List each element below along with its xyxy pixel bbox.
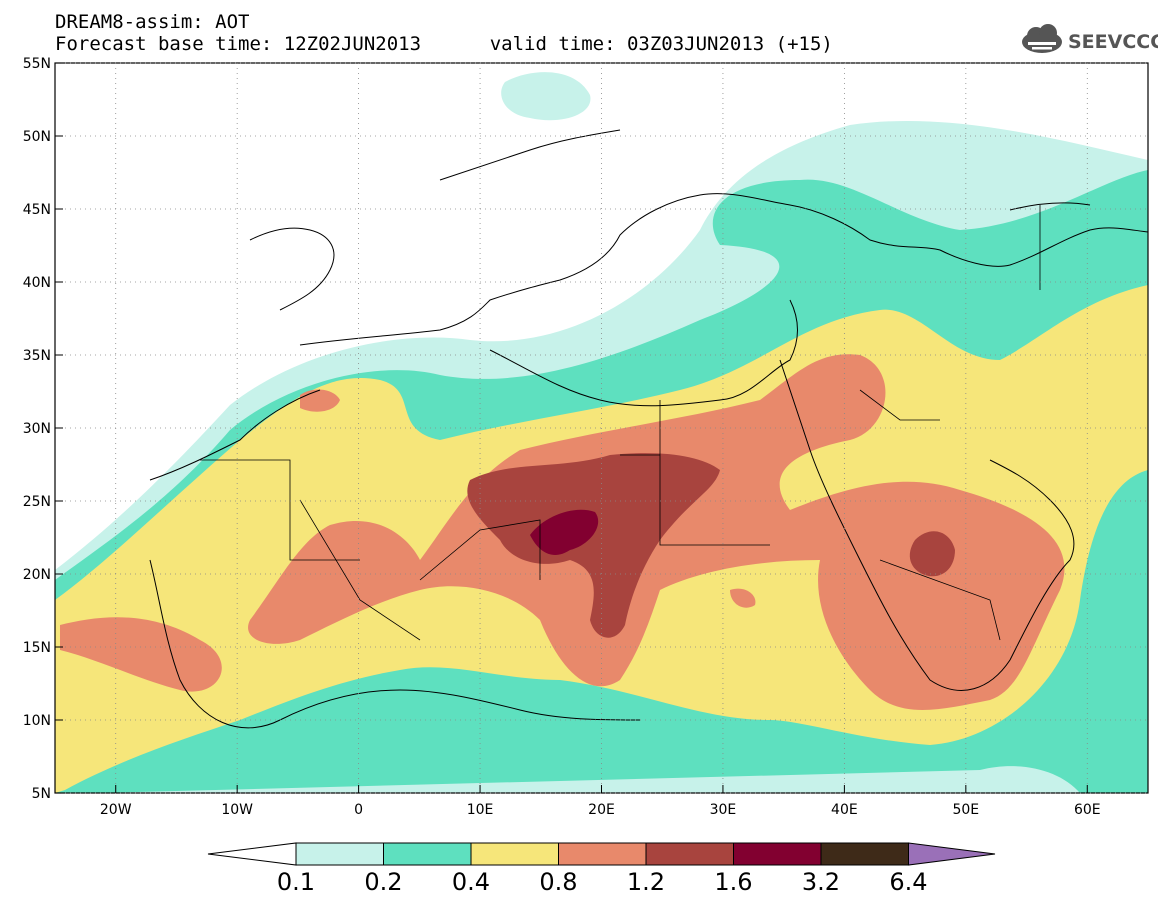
forecast-times: Forecast base time: 12Z02JUN2013 valid t… [55,33,833,55]
lon-tick-label: 10W [221,802,253,818]
lon-tick-label: 10E [467,802,494,818]
colorbar-label: 1.2 [627,868,665,896]
colorbar-label: 0.4 [452,868,490,896]
colorbar-segment [645,842,734,866]
colorbar: 0.1 0.2 0.4 0.8 1.2 1.6 3.2 6.4 [207,842,996,896]
colorbar-label: 6.4 [889,868,927,896]
lon-tick-label: 50E [952,802,979,818]
colorbar-segment [470,842,559,866]
colorbar-arrow-high [908,842,996,866]
lat-tick-label: 55N [23,56,51,72]
lon-tick-label: 60E [1074,802,1101,818]
lon-tick-label: 30E [710,802,737,818]
lat-tick-label: 40N [23,275,51,291]
colorbar-label: 0.2 [364,868,402,896]
lat-tick-label: 30N [23,421,51,437]
coastlines [149,129,1148,729]
seevccc-logo: SEEVCCC [1022,24,1158,53]
lat-tick-label: 25N [23,494,51,510]
contour-level-1.2 [467,453,955,638]
map-title: DREAM8-assim: AOT [55,11,250,33]
lon-tick-label: 20W [100,802,132,818]
lat-tick-label: 10N [23,713,51,729]
colorbar-segment [295,842,384,866]
lat-tick-label: 35N [23,348,51,364]
contour-level-1.6 [530,509,599,555]
lat-tick-label: 50N [23,129,51,145]
lon-tick-label: 20E [588,802,615,818]
lat-tick-label: 15N [23,640,51,656]
logo-text: SEEVCCC [1068,31,1158,53]
colorbar-label: 3.2 [802,868,840,896]
valid-time: valid time: 03Z03JUN2013 (+15) [489,33,833,55]
colorbar-segment [820,842,909,866]
axis-ticks: 20W 10W 0 10E 20E 30E 40E 50E 60E 5N 10N 15N 20N 25N 3… [23,56,1101,818]
colorbar-segment [383,842,472,866]
colorbar-segment [558,842,647,866]
colorbar-label: 1.6 [714,868,752,896]
colorbar-segment [733,842,822,866]
colorbar-label: 0.8 [539,868,577,896]
cloud-icon [1022,24,1062,53]
colorbar-label: 0.1 [277,868,315,896]
lon-tick-label: 0 [354,802,363,818]
forecast-base-time: Forecast base time: 12Z02JUN2013 [55,33,422,55]
lon-tick-label: 40E [831,802,858,818]
lat-tick-label: 20N [23,567,51,583]
country-borders [200,205,1041,641]
lat-tick-label: 5N [32,786,51,802]
lat-tick-label: 45N [23,202,51,218]
colorbar-arrow-low [207,842,297,866]
